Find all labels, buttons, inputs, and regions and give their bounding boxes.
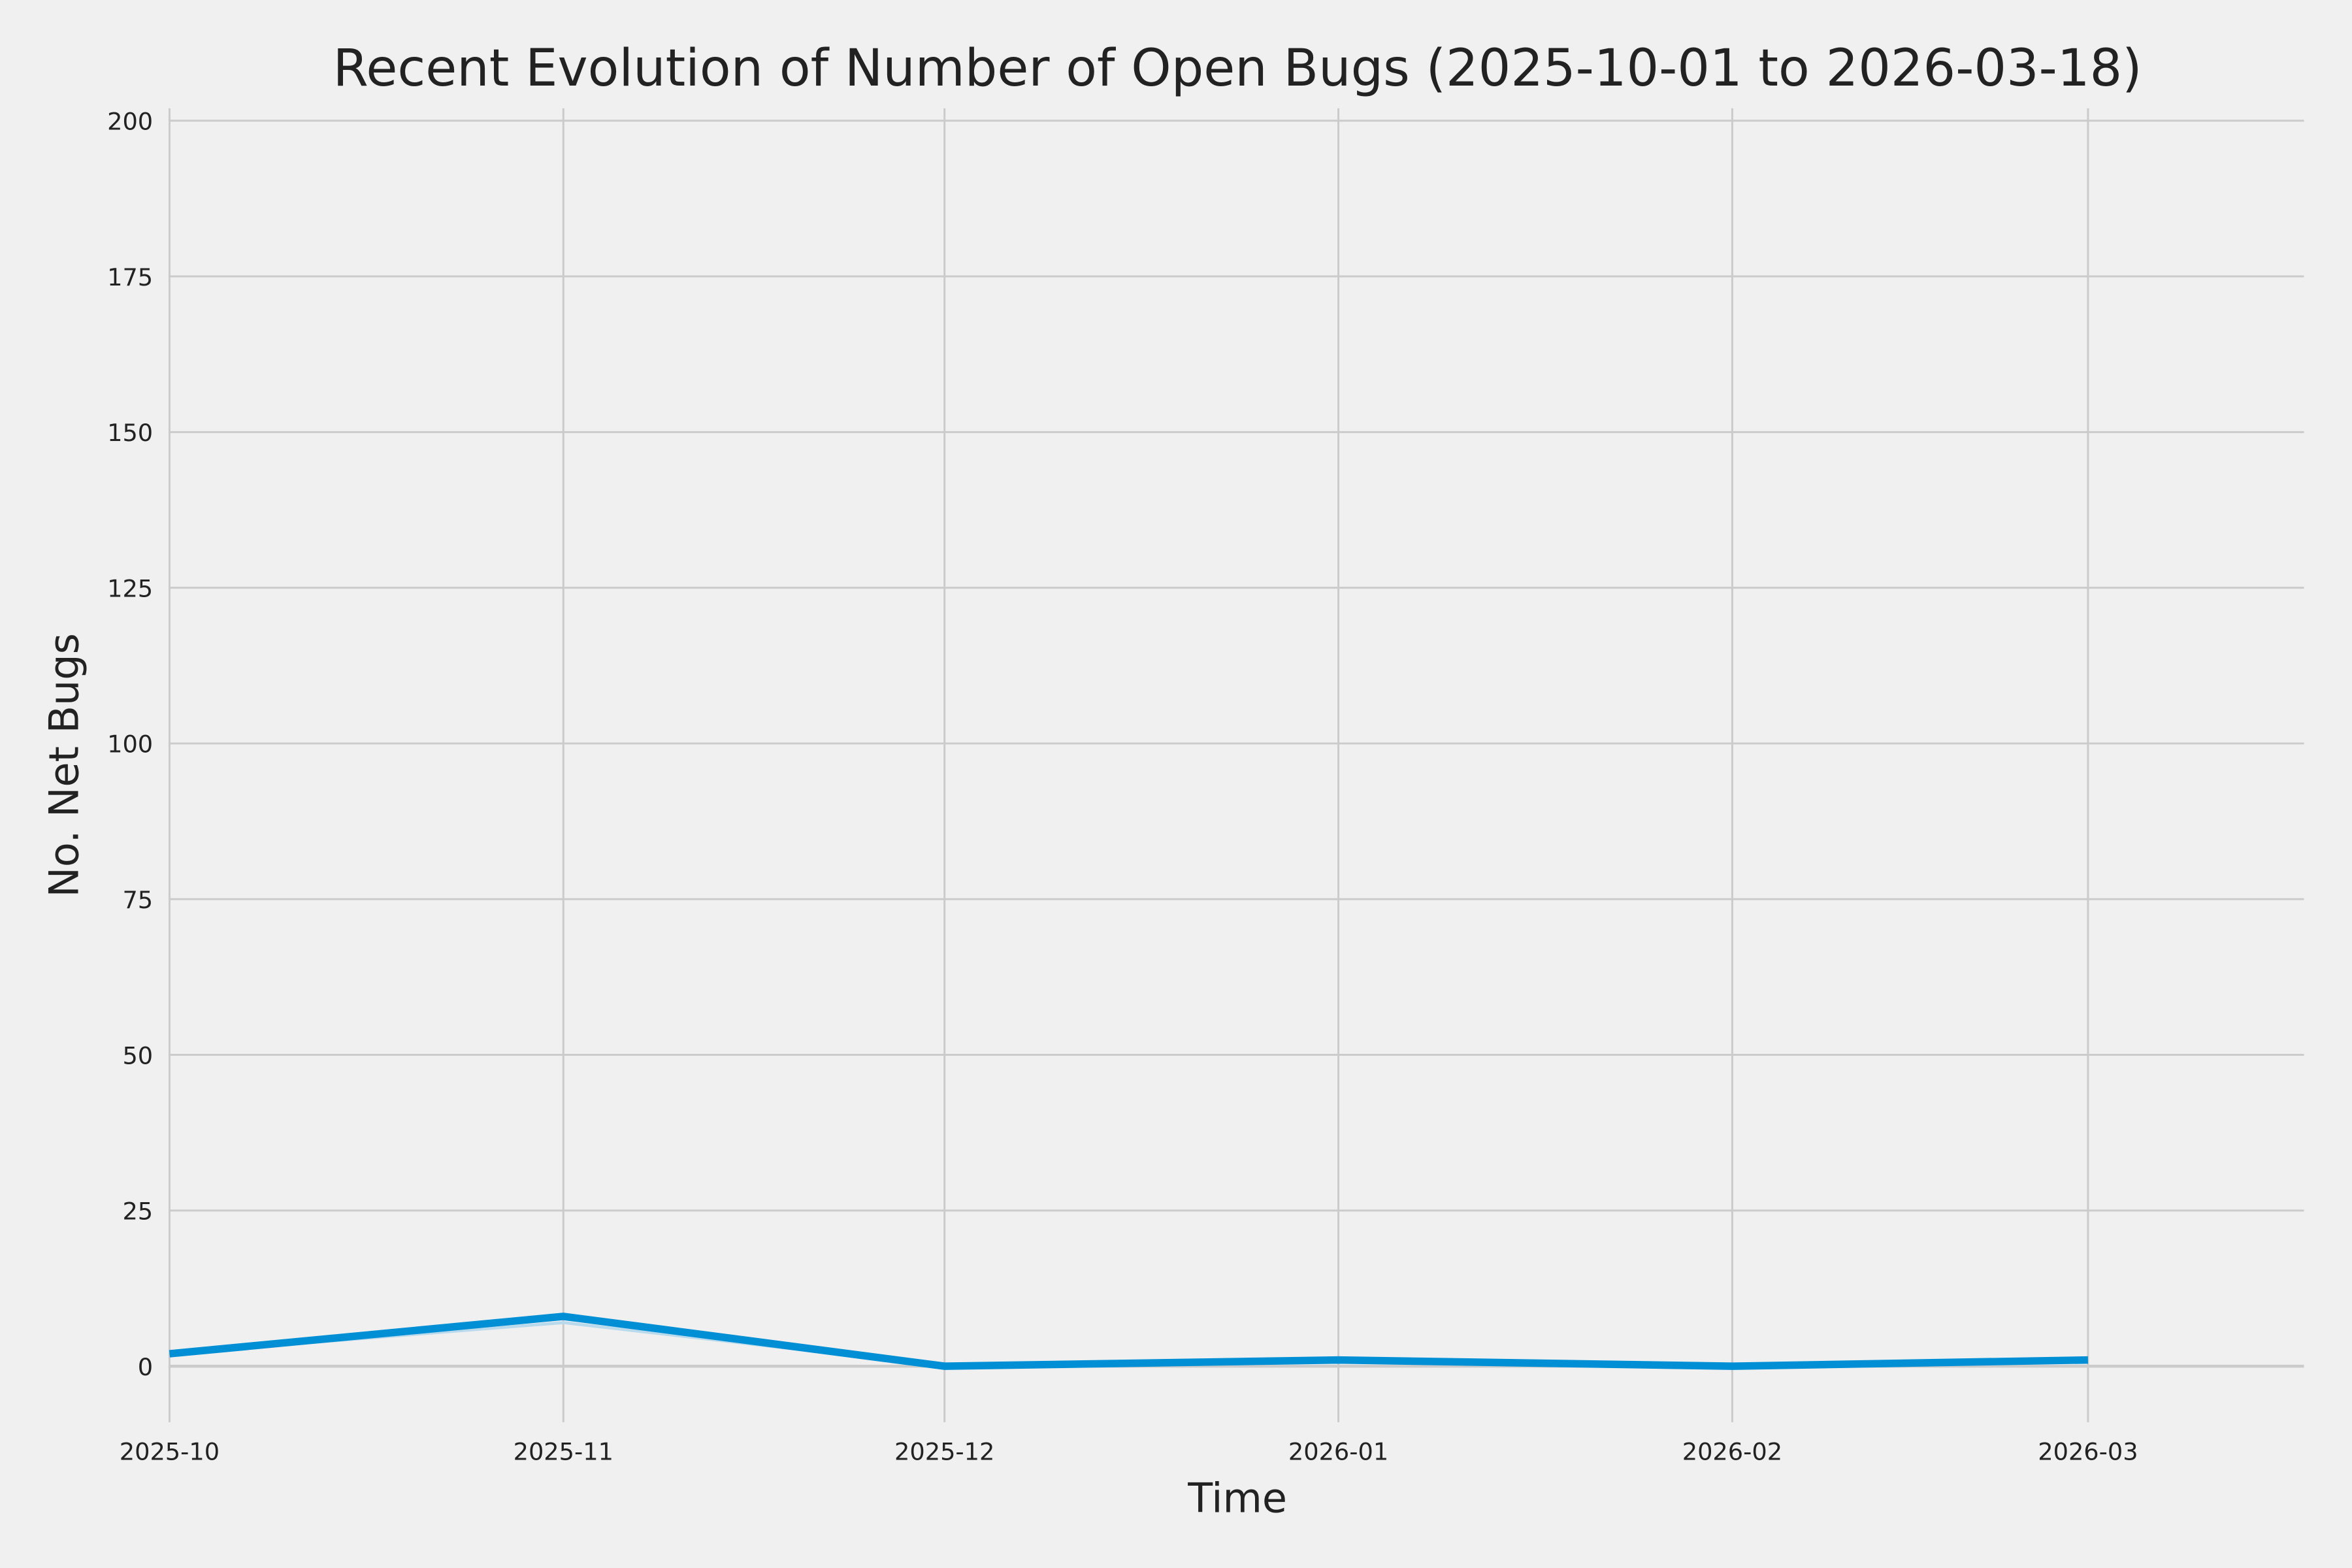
chart-title: Recent Evolution of Number of Open Bugs … bbox=[333, 39, 2142, 98]
y-tick-label: 25 bbox=[122, 1198, 153, 1226]
x-tick-labels: 2025-10 2025-11 2025-12 2026-01 2026-02 2026-… bbox=[120, 1437, 2138, 1465]
y-tick-label: 175 bbox=[107, 263, 153, 291]
x-tick-label: 2026-02 bbox=[1682, 1437, 1782, 1465]
y-tick-label: 50 bbox=[122, 1041, 153, 1070]
grid bbox=[168, 108, 2304, 1422]
y-tick-label: 200 bbox=[107, 108, 153, 136]
y-tick-labels: 0 25 50 75 100 125 150 175 200 bbox=[107, 108, 153, 1381]
y-axis-label: No. Net Bugs bbox=[40, 633, 88, 897]
y-tick-label: 100 bbox=[107, 730, 153, 759]
series-line-1 bbox=[169, 1313, 2089, 1370]
y-tick-label: 150 bbox=[107, 419, 153, 447]
y-tick-label: 0 bbox=[138, 1353, 153, 1381]
x-tick-label: 2025-12 bbox=[894, 1437, 994, 1465]
x-tick-label: 2026-03 bbox=[2038, 1437, 2138, 1465]
y-tick-label: 125 bbox=[107, 574, 153, 602]
y-tick-label: 75 bbox=[122, 886, 153, 914]
x-tick-label: 2025-10 bbox=[120, 1437, 220, 1465]
series-lines bbox=[169, 1313, 2089, 1370]
x-tick-label: 2026-01 bbox=[1288, 1437, 1388, 1465]
x-tick-label: 2025-11 bbox=[514, 1437, 613, 1465]
x-axis-label: Time bbox=[1187, 1475, 1287, 1522]
